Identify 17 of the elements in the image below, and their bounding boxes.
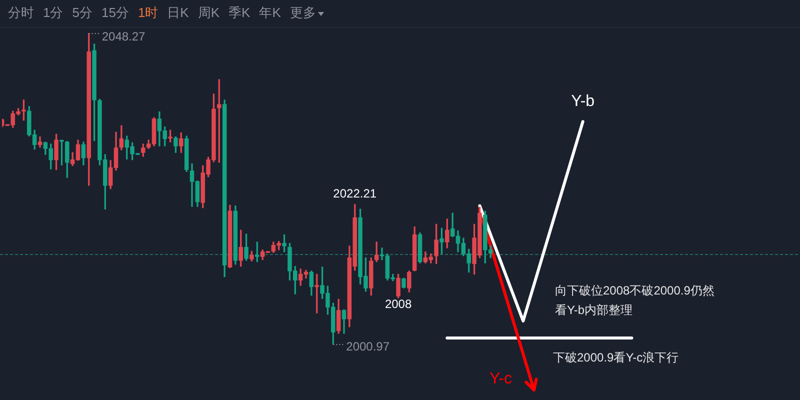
annotation: 2000.97 [346, 339, 390, 354]
tab-label: 分时 [8, 4, 34, 20]
annotation: 2048.27 [102, 29, 146, 44]
tab-label: 年K [259, 4, 281, 20]
text: 下破2000.9看Y-c浪下行 [553, 350, 679, 364]
tab-label: 5分 [72, 4, 92, 20]
annotation: 2008 [384, 297, 412, 312]
tab-label: 日K [167, 4, 189, 20]
tab-label: 15分 [101, 4, 129, 20]
tab-label: 更多 [290, 4, 316, 20]
series-label: Y-b [571, 93, 595, 110]
tab-label: 1时 [138, 4, 158, 20]
annotation: 向下破位2008不破2000.9仍然看Y-b内部整理 [555, 283, 714, 317]
tab-label: 周K [198, 4, 220, 20]
tab-label: 1分 [43, 4, 64, 20]
annotation: 2022.21 [333, 186, 377, 201]
tab-label: 季K [228, 4, 250, 20]
